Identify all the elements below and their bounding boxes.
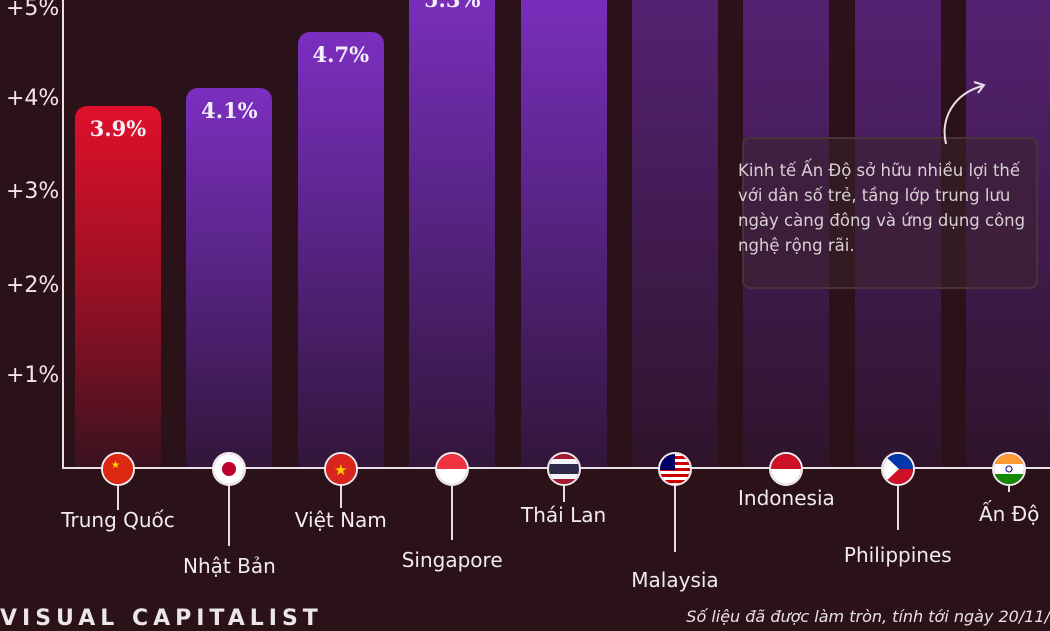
bar-value-label: 4.7% bbox=[312, 42, 370, 68]
annotation-text: Kinh tế Ấn Độ sở hữu nhiều lợi thế với d… bbox=[738, 161, 1026, 255]
label-connector bbox=[339, 486, 342, 508]
y-tick-label: +5% bbox=[6, 0, 60, 21]
bar-value-label: 5.3% bbox=[409, 0, 495, 12]
svg-text:★: ★ bbox=[111, 460, 120, 471]
x-tick-label: Indonesia bbox=[738, 486, 835, 510]
label-connector bbox=[117, 486, 119, 510]
japan-flag-icon bbox=[212, 452, 247, 486]
philippines-flag-icon bbox=[880, 452, 915, 486]
bar-6 bbox=[632, 0, 718, 467]
x-tick-label: Malaysia bbox=[631, 568, 719, 592]
label-connector bbox=[562, 486, 565, 502]
malaysia-flag-icon bbox=[658, 452, 692, 486]
vietnam-flag-icon: ★ bbox=[323, 452, 358, 486]
brand-logo: VISUAL CAPITALIST bbox=[0, 606, 323, 631]
curved-arrow-icon bbox=[943, 81, 986, 145]
svg-text:★: ★ bbox=[334, 461, 347, 479]
label-connector bbox=[674, 486, 676, 552]
x-tick-label: Trung Quốc bbox=[61, 508, 175, 532]
x-tick-label: Việt Nam bbox=[294, 508, 387, 532]
india-flag-icon bbox=[992, 452, 1027, 486]
x-tick-label: Philippines bbox=[843, 543, 952, 567]
y-axis-line bbox=[62, 0, 64, 469]
x-tick-label: Singapore bbox=[401, 548, 503, 572]
singapore-flag-icon bbox=[435, 452, 470, 486]
label-connector bbox=[1008, 486, 1011, 492]
y-tick-label: +1% bbox=[6, 363, 60, 388]
y-tick-label: +3% bbox=[6, 179, 60, 204]
x-tick-label: Ấn Độ bbox=[978, 502, 1040, 526]
thailand-flag-icon bbox=[546, 452, 581, 486]
bar-5 bbox=[520, 0, 607, 467]
y-tick-label: +2% bbox=[6, 273, 60, 298]
bar-1 bbox=[75, 106, 161, 467]
label-connector bbox=[896, 486, 899, 530]
label-connector bbox=[228, 486, 231, 546]
x-tick-label: Nhật Bản bbox=[183, 554, 276, 578]
y-tick-label: +4% bbox=[6, 86, 60, 111]
indonesia-flag-icon bbox=[769, 452, 804, 486]
bar-2 bbox=[186, 87, 273, 467]
label-connector bbox=[451, 486, 454, 540]
bar-4 bbox=[409, 0, 496, 467]
bar-value-label: 3.9% bbox=[89, 116, 147, 142]
x-tick-label: Thái Lan bbox=[521, 503, 607, 527]
china-flag-icon: ★ bbox=[101, 452, 135, 486]
annotation-box bbox=[742, 137, 1038, 289]
bar-3 bbox=[297, 32, 384, 467]
footer-note: Số liệu đã được làm tròn, tính tới ngày … bbox=[686, 607, 1050, 626]
bar-value-label: 4.1% bbox=[201, 97, 258, 123]
